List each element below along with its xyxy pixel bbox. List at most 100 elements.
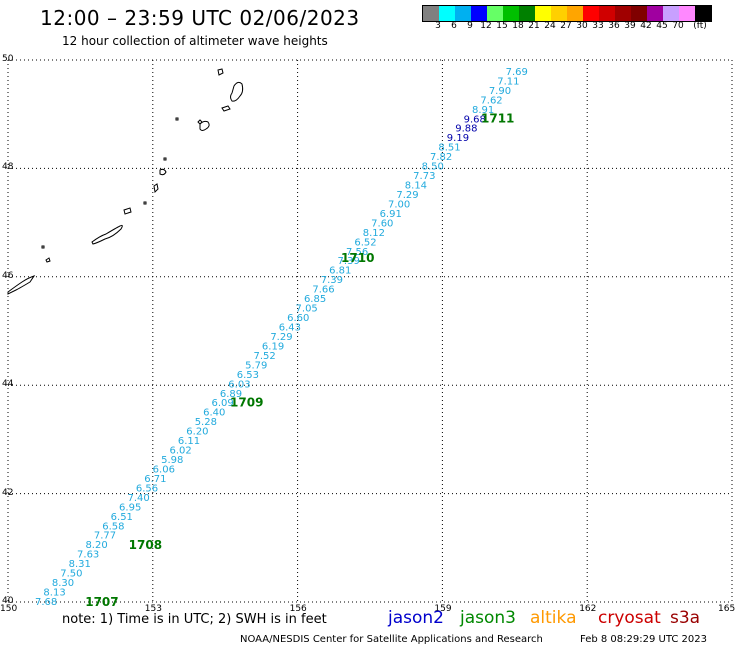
scale-label: 21 <box>528 21 540 31</box>
wave-height-label: 6.91 <box>380 209 402 220</box>
scale-swatch <box>551 6 567 21</box>
wave-height-label: 8.30 <box>52 578 74 589</box>
wave-height-label: 7.82 <box>430 152 452 163</box>
scale-label: 30 <box>576 21 588 31</box>
track-time-label: 1711 <box>481 112 514 126</box>
scale-swatch <box>423 6 439 21</box>
wave-height-label: 6.51 <box>111 512 133 523</box>
generation-timestamp: Feb 8 08:29:29 UTC 2023 <box>580 634 707 645</box>
wave-height-label: 7.69 <box>506 67 528 78</box>
scale-label: 27 <box>560 21 572 31</box>
scale-swatch <box>455 6 471 21</box>
wave-height-label: 6.02 <box>169 446 191 457</box>
wave-height-label: 5.28 <box>195 417 217 428</box>
wave-height-label: 6.53 <box>237 370 259 381</box>
wave-height-label: 6.58 <box>102 521 124 532</box>
lon-tick-label: 150 <box>0 604 18 614</box>
scale-swatch <box>567 6 583 21</box>
scale-swatch <box>631 6 647 21</box>
wave-height-label: 7.60 <box>371 218 393 229</box>
page-subtitle: 12 hour collection of altimeter wave hei… <box>62 34 328 48</box>
wave-height-label: 7.68 <box>35 597 57 608</box>
wave-height-label: 7.63 <box>77 550 99 561</box>
credit-line: NOAA/NESDIS Center for Satellite Applica… <box>240 634 543 645</box>
wave-height-label: 8.91 <box>472 105 494 116</box>
wave-height-label: 6.71 <box>144 474 166 485</box>
scale-swatch <box>599 6 615 21</box>
color-scale-bar <box>422 5 712 22</box>
scale-swatch <box>647 6 663 21</box>
wave-height-label: 8.12 <box>363 228 385 239</box>
track-time-labels: 1707 1708 1709 1710 1711 <box>85 112 514 609</box>
wave-height-label: 7.73 <box>413 171 435 182</box>
color-scale-labels: 3 6 9 12 15 18 21 24 27 30 33 36 39 42 45 70 (ft) <box>422 21 740 33</box>
scale-swatch <box>615 6 631 21</box>
scale-swatch <box>439 6 455 21</box>
wave-height-label: 6.60 <box>287 313 309 324</box>
satellite-label-altika: altika <box>530 608 577 628</box>
lat-tick-label: 42 <box>2 487 14 498</box>
scale-label: 12 <box>480 21 492 31</box>
scale-swatch <box>583 6 599 21</box>
track-time-label: 1710 <box>341 251 374 265</box>
page-title: 12:00 – 23:59 UTC 02/06/2023 <box>40 6 360 30</box>
wave-height-label: 6.20 <box>186 427 208 438</box>
wave-height-label: 6.40 <box>203 408 225 419</box>
wave-height-label: 6.95 <box>119 502 141 513</box>
scale-label: 3 <box>435 21 441 31</box>
wave-height-label: 7.90 <box>489 86 511 97</box>
track-time-label: 1708 <box>129 538 162 552</box>
wave-height-label: 8.50 <box>422 162 444 173</box>
scale-label: 18 <box>512 21 524 31</box>
scale-swatch <box>663 6 679 21</box>
wave-height-label: 7.77 <box>94 531 116 542</box>
satellite-label-cryosat: cryosat <box>598 608 661 628</box>
scale-swatch <box>695 6 711 21</box>
wave-height-label: 6.89 <box>220 389 242 400</box>
wave-height-label: 5.98 <box>161 455 183 466</box>
wave-height-label: 7.29 <box>270 332 292 343</box>
track-time-label: 1709 <box>230 396 263 410</box>
satellite-label-s3a: s3a <box>670 608 701 628</box>
wave-height-label: 7.11 <box>497 76 519 87</box>
lat-tick-label: 44 <box>2 379 14 390</box>
lat-tick-label: 50 <box>2 54 14 64</box>
scale-swatch <box>471 6 487 21</box>
scale-swatch <box>519 6 535 21</box>
wave-height-label: 8.20 <box>85 540 107 551</box>
scale-swatch <box>487 6 503 21</box>
wave-height-label: 7.39 <box>321 275 343 286</box>
scale-label: 6 <box>451 21 457 31</box>
wave-height-label: 7.62 <box>480 95 502 106</box>
lon-tick-label: 159 <box>434 604 452 614</box>
wave-height-label: 5.79 <box>245 360 267 371</box>
scale-label: 33 <box>592 21 604 31</box>
wave-height-label: 7.05 <box>296 304 318 315</box>
lon-tick-label: 153 <box>144 604 162 614</box>
wave-height-label: 6.81 <box>329 266 351 277</box>
scale-label: 24 <box>544 21 556 31</box>
lat-tick-label: 40 <box>2 596 14 606</box>
wave-height-label: 7.00 <box>388 199 410 210</box>
scale-swatch <box>503 6 519 21</box>
wave-height-label: 6.03 <box>228 379 250 390</box>
wave-height-label: 6.85 <box>304 294 326 305</box>
wave-height-label: 6.11 <box>178 436 200 447</box>
wave-height-label: 8.31 <box>69 559 91 570</box>
wave-height-label: 6.43 <box>279 322 301 333</box>
scale-label: 9 <box>467 21 473 31</box>
scale-label: (ft) <box>693 21 707 31</box>
scale-swatch <box>535 6 551 21</box>
wave-height-label: 6.52 <box>354 237 376 248</box>
scale-swatch <box>679 6 695 21</box>
wave-height-label: 7.56 <box>346 247 368 258</box>
lat-tick-label: 46 <box>2 270 14 281</box>
footer-note: note: 1) Time is in UTC; 2) SWH is in fe… <box>62 612 327 627</box>
satellite-label-jason3: jason3 <box>460 608 516 628</box>
lat-tick-label: 48 <box>2 162 14 173</box>
wave-height-label: 6.06 <box>153 464 175 475</box>
track-time-label: 1707 <box>85 595 118 609</box>
scale-label: 42 <box>640 21 652 31</box>
coastline <box>7 68 244 295</box>
